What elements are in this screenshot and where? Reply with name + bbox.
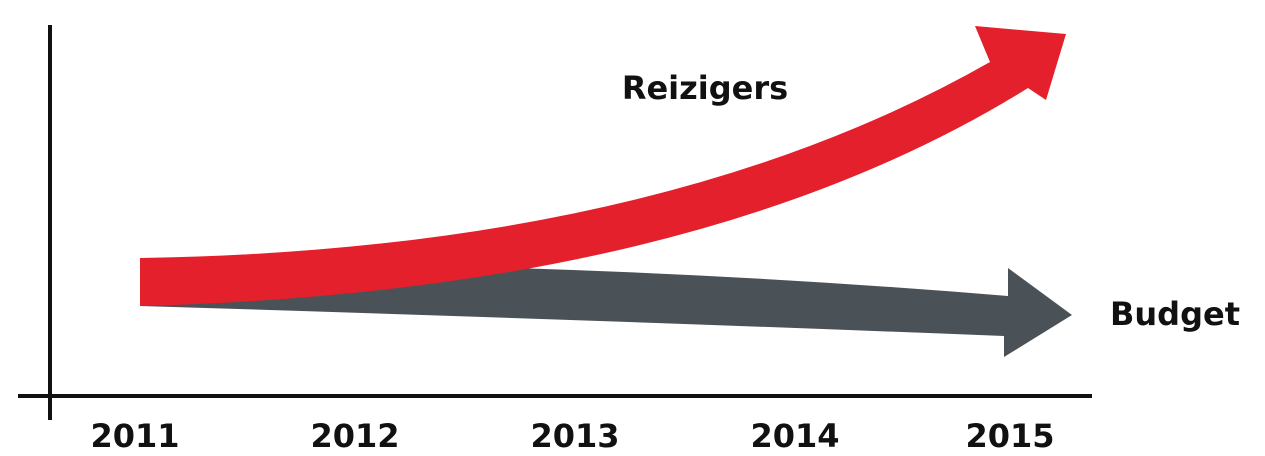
year-label: 2014 (750, 417, 839, 455)
year-labels: 2011 2012 2013 2014 2015 (90, 417, 1054, 455)
year-label: 2011 (90, 417, 179, 455)
year-label: 2013 (530, 417, 619, 455)
year-label: 2012 (310, 417, 399, 455)
reizigers-arrow (140, 26, 1066, 306)
arrow-label: Budget (1110, 295, 1240, 333)
year-label: 2015 (965, 417, 1054, 455)
arrow-label: Reizigers (622, 69, 788, 107)
